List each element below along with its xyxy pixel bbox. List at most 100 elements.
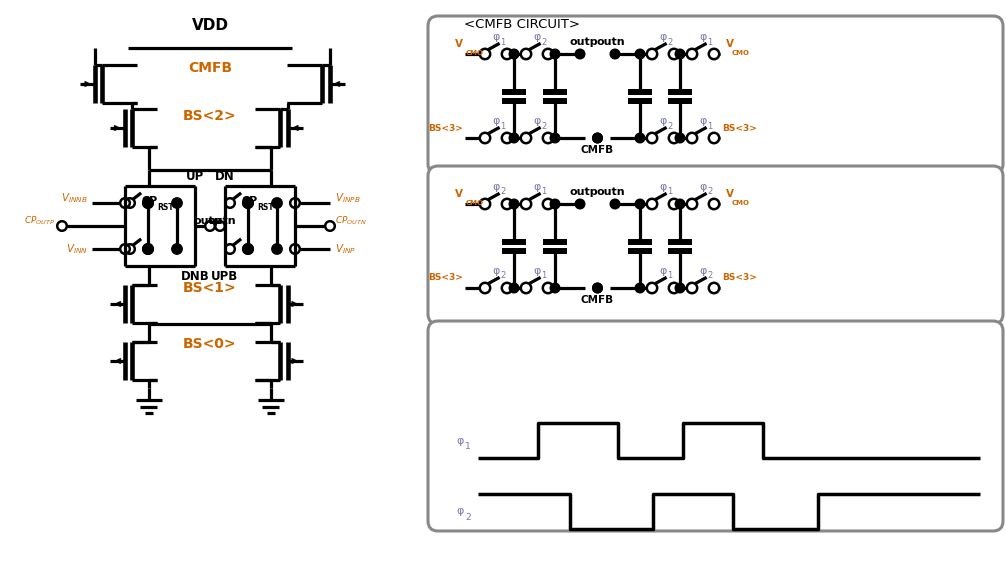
Circle shape: [635, 133, 645, 143]
Circle shape: [675, 133, 685, 143]
Circle shape: [675, 283, 685, 293]
Text: 2: 2: [500, 271, 506, 281]
Text: φ: φ: [533, 32, 540, 42]
Circle shape: [635, 49, 645, 59]
Text: V: V: [455, 39, 463, 49]
Text: 1: 1: [465, 442, 471, 451]
Text: UPB: UPB: [211, 270, 238, 282]
Text: $CP_{OUTP}$: $CP_{OUTP}$: [24, 215, 55, 228]
Text: outn: outn: [207, 216, 236, 226]
Circle shape: [509, 283, 519, 293]
Text: φ: φ: [533, 182, 540, 192]
Text: φ: φ: [492, 116, 500, 126]
Circle shape: [593, 133, 603, 143]
Text: φ: φ: [533, 116, 540, 126]
Text: φ: φ: [457, 506, 464, 517]
Circle shape: [593, 283, 603, 293]
Circle shape: [593, 283, 603, 293]
Text: φ: φ: [533, 266, 540, 276]
Text: outn: outn: [597, 37, 626, 47]
Text: CMFB: CMFB: [188, 61, 232, 75]
Circle shape: [509, 49, 519, 59]
Text: φ: φ: [699, 32, 706, 42]
Text: φ: φ: [492, 266, 500, 276]
Text: CMFB: CMFB: [580, 145, 614, 155]
Text: CMFB: CMFB: [580, 295, 614, 305]
Text: 1: 1: [500, 122, 506, 131]
Text: 2: 2: [667, 37, 673, 47]
Text: BS<3>: BS<3>: [722, 123, 757, 132]
Text: outp: outp: [194, 216, 222, 226]
Text: φ: φ: [492, 32, 500, 42]
Text: CMO: CMO: [732, 200, 750, 206]
Circle shape: [242, 198, 254, 208]
Text: 1: 1: [500, 37, 506, 47]
Text: 1: 1: [667, 188, 673, 196]
Text: CMO: CMO: [732, 50, 750, 56]
Circle shape: [550, 199, 559, 209]
Text: 2: 2: [465, 513, 471, 522]
Text: 2: 2: [500, 188, 506, 196]
Circle shape: [675, 199, 685, 209]
Text: 1: 1: [707, 122, 712, 131]
Text: 2: 2: [541, 37, 546, 47]
Text: BS<0>: BS<0>: [183, 337, 236, 351]
Text: RST: RST: [158, 203, 174, 213]
Text: VDD: VDD: [191, 18, 228, 33]
Text: $V_{INN}$: $V_{INN}$: [66, 242, 88, 256]
Text: outn: outn: [597, 187, 626, 197]
FancyBboxPatch shape: [428, 321, 1003, 531]
Circle shape: [143, 198, 153, 208]
Text: 2: 2: [541, 122, 546, 131]
Circle shape: [635, 283, 645, 293]
Circle shape: [575, 49, 584, 59]
Text: BS<3>: BS<3>: [722, 274, 757, 282]
Text: $V_{INP}$: $V_{INP}$: [335, 242, 356, 256]
Text: DNB: DNB: [181, 270, 209, 282]
Text: CP: CP: [142, 196, 158, 206]
Text: <CMFB CIRCUIT>: <CMFB CIRCUIT>: [464, 17, 580, 31]
Text: $V_{INNB}$: $V_{INNB}$: [61, 191, 88, 205]
Circle shape: [611, 49, 620, 59]
Text: 1: 1: [707, 37, 712, 47]
Text: CMO: CMO: [466, 200, 484, 206]
Circle shape: [172, 198, 182, 208]
Text: φ: φ: [699, 266, 706, 276]
Text: φ: φ: [659, 182, 667, 192]
Circle shape: [593, 133, 603, 143]
Text: 1: 1: [541, 188, 546, 196]
Text: φ: φ: [492, 182, 500, 192]
Text: 2: 2: [707, 271, 712, 281]
Text: BS<1>: BS<1>: [183, 281, 236, 295]
Text: $CP_{OUTN}$: $CP_{OUTN}$: [335, 215, 367, 228]
Circle shape: [550, 133, 559, 143]
Text: 2: 2: [707, 188, 712, 196]
Circle shape: [509, 133, 519, 143]
Text: UP: UP: [186, 169, 204, 183]
Text: V: V: [726, 39, 734, 49]
Text: φ: φ: [659, 266, 667, 276]
FancyBboxPatch shape: [428, 16, 1003, 174]
Text: CP: CP: [241, 196, 259, 206]
Circle shape: [575, 199, 584, 209]
Circle shape: [143, 244, 153, 254]
Circle shape: [242, 244, 254, 254]
Text: V: V: [726, 189, 734, 199]
Text: outp: outp: [569, 37, 599, 47]
Text: outp: outp: [569, 187, 599, 197]
Circle shape: [172, 244, 182, 254]
Circle shape: [272, 198, 283, 208]
Text: φ: φ: [699, 116, 706, 126]
Text: DN: DN: [215, 169, 234, 183]
Text: 1: 1: [667, 271, 673, 281]
Text: V: V: [455, 189, 463, 199]
Circle shape: [272, 244, 283, 254]
Text: $V_{INPB}$: $V_{INPB}$: [335, 191, 360, 205]
Text: BS<3>: BS<3>: [429, 123, 463, 132]
Text: φ: φ: [457, 435, 464, 445]
Text: CMO: CMO: [466, 50, 484, 56]
Circle shape: [550, 283, 559, 293]
Circle shape: [611, 199, 620, 209]
Text: φ: φ: [699, 182, 706, 192]
FancyBboxPatch shape: [428, 166, 1003, 324]
